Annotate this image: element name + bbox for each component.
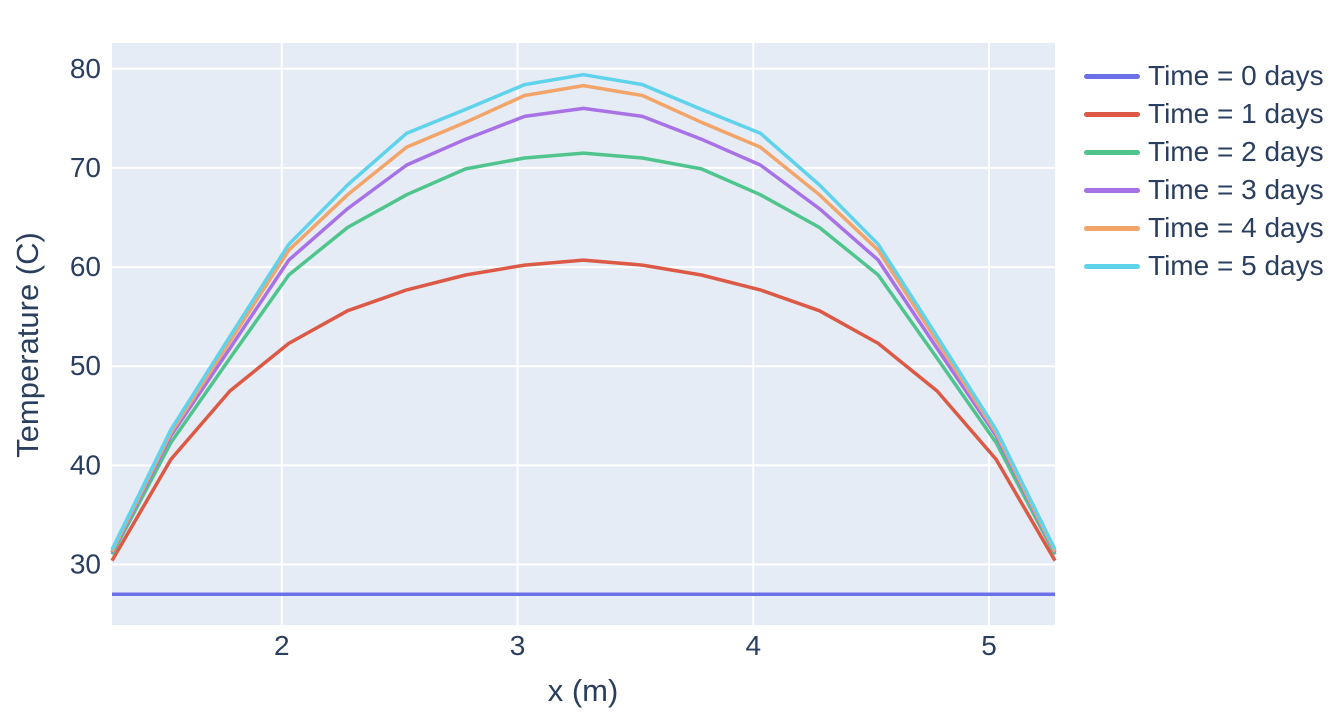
series-line-4[interactable] — [110, 83, 1057, 553]
legend-swatch — [1084, 225, 1140, 231]
x-tick-label: 5 — [981, 630, 997, 661]
x-axis-title: x (m) — [547, 673, 619, 708]
legend-item-2[interactable]: Time = 2 days — [1084, 133, 1324, 171]
legend-item-0[interactable]: Time = 0 days — [1084, 57, 1324, 95]
x-tick-label: 2 — [274, 630, 290, 661]
legend-item-1[interactable]: Time = 1 days — [1084, 95, 1324, 133]
legend-item-3[interactable]: Time = 3 days — [1084, 171, 1324, 209]
plot-background[interactable] — [112, 43, 1055, 625]
series-line-1[interactable] — [110, 258, 1057, 562]
y-tick-label: 60 — [70, 251, 101, 282]
legend-label: Time = 4 days — [1148, 212, 1324, 243]
y-tick-label: 70 — [70, 152, 101, 183]
y-tick-label: 40 — [70, 449, 101, 480]
legend-label: Time = 5 days — [1148, 250, 1324, 281]
legend-label: Time = 0 days — [1148, 60, 1324, 91]
y-tick-label: 80 — [70, 53, 101, 84]
legend: Time = 0 days Time = 1 days Time = 2 days T… — [1084, 57, 1324, 285]
legend-item-5[interactable]: Time = 5 days — [1084, 247, 1324, 285]
x-tick-label: 4 — [745, 630, 761, 661]
x-tick-label: 3 — [510, 630, 526, 661]
series-line-5[interactable] — [110, 72, 1057, 551]
series-line-3[interactable] — [110, 106, 1057, 554]
y-axis-title: Temperature (C) — [10, 232, 45, 458]
legend-swatch — [1084, 149, 1140, 155]
series-line-2[interactable] — [110, 151, 1057, 556]
legend-label: Time = 2 days — [1148, 136, 1324, 167]
legend-item-4[interactable]: Time = 4 days — [1084, 209, 1324, 247]
legend-swatch — [1084, 263, 1140, 269]
legend-swatch — [1084, 187, 1140, 193]
legend-swatch — [1084, 73, 1140, 79]
y-tick-label: 30 — [70, 549, 101, 580]
legend-label: Time = 1 days — [1148, 98, 1324, 129]
legend-label: Time = 3 days — [1148, 174, 1324, 205]
legend-swatch — [1084, 111, 1140, 117]
y-tick-label: 50 — [70, 350, 101, 381]
